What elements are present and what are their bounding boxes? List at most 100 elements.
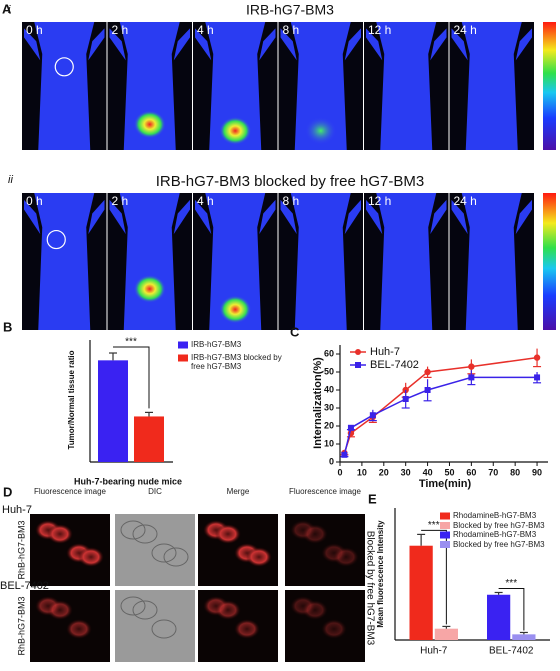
x-axis-label: Huh-7-bearing nude mice xyxy=(74,476,182,486)
cell xyxy=(132,524,158,544)
cell xyxy=(234,619,260,639)
y-axis-label: Internalization(%) xyxy=(312,357,324,449)
x-tick-label: Huh-7 xyxy=(420,646,448,657)
column-header: Merge xyxy=(227,487,250,496)
time-label: 12 h xyxy=(368,23,391,37)
cell xyxy=(66,619,92,639)
mouse-body xyxy=(376,22,437,150)
panel-label: E xyxy=(368,491,377,506)
y-tick-label: 10 xyxy=(324,438,334,448)
mouse-body xyxy=(461,22,522,150)
x-tick-label: 10 xyxy=(357,467,367,477)
row-title: IRB-hG7-BM3 blocked by free hG7-BM3 xyxy=(156,173,424,190)
significance: *** xyxy=(428,520,440,531)
side-label: Blocked by free hG7-BM3 xyxy=(364,531,375,646)
x-tick-label: 50 xyxy=(444,467,454,477)
mouse-body xyxy=(205,22,266,150)
time-label: 12 h xyxy=(368,194,391,208)
legend-text: IRB-hG7-BM3 xyxy=(191,340,242,349)
point xyxy=(369,412,376,419)
cell xyxy=(215,600,241,620)
time-label: 24 h xyxy=(454,194,477,208)
cell xyxy=(151,543,177,563)
x-tick-label: 70 xyxy=(488,467,498,477)
column-header: Fluorescence image xyxy=(34,487,106,496)
legend-swatch xyxy=(440,541,450,548)
legend-entry: RhodamineB-hG7-BM3 xyxy=(453,530,537,539)
cell xyxy=(132,600,158,620)
cell xyxy=(120,520,146,540)
row-label: BEL-7402 xyxy=(0,580,49,592)
legend-entry: IRB-hG7-BM3 blocked by free hG7-BM3 xyxy=(191,353,282,371)
row-probe: RhB-hG7-BM3 xyxy=(16,520,26,579)
time-label: 24 h xyxy=(454,23,477,37)
cell xyxy=(47,524,73,544)
mouse-body xyxy=(461,193,522,330)
bar xyxy=(134,416,164,462)
legend-text: Huh-7 xyxy=(370,346,400,358)
legend-marker xyxy=(355,362,361,368)
point xyxy=(468,363,475,370)
significance-bracket xyxy=(421,529,447,625)
point xyxy=(424,387,431,393)
time-label: 8 h xyxy=(283,23,300,37)
legend-entry: Blocked by free hG7-BM3 xyxy=(453,539,545,549)
bar xyxy=(434,628,458,640)
mouse-body xyxy=(34,193,95,330)
column-header: DIC xyxy=(148,487,162,496)
signal xyxy=(133,110,166,139)
cell xyxy=(246,547,272,567)
time-label: 2 h xyxy=(112,23,129,37)
cell xyxy=(120,596,146,616)
x-tick-label: 20 xyxy=(379,467,389,477)
y-tick-label: 0 xyxy=(329,456,334,466)
signal xyxy=(304,116,337,145)
cell xyxy=(215,524,241,544)
y-tick-label: 40 xyxy=(324,384,334,394)
x-tick-label: BEL-7402 xyxy=(489,646,534,657)
panel-label: B xyxy=(3,319,12,334)
mouse-body xyxy=(290,22,351,150)
legend-swatch xyxy=(440,512,450,520)
cell xyxy=(302,600,328,620)
significance: *** xyxy=(125,337,137,348)
legend-entry: IRB-hG7-BM3 xyxy=(191,340,242,349)
y-axis-label: Mean fluorescence Intensity xyxy=(376,520,385,628)
cell xyxy=(47,600,73,620)
signal xyxy=(219,295,252,324)
legend-text: RhodamineB-hG7-BM3 xyxy=(453,511,537,520)
legend-text: BEL-7402 xyxy=(370,359,419,371)
cell xyxy=(78,547,104,567)
mouse-body xyxy=(376,193,437,330)
time-label: 4 h xyxy=(197,194,214,208)
cell xyxy=(333,547,359,567)
significance-bracket xyxy=(498,587,525,631)
column-header: Fluorescence image xyxy=(289,487,361,496)
micrograph xyxy=(115,514,195,586)
point xyxy=(424,368,431,376)
legend-swatch xyxy=(440,531,450,539)
legend-marker xyxy=(355,349,361,355)
legend-text: RhodamineB-hG7-BM3 xyxy=(453,530,537,539)
y-tick-label: 30 xyxy=(324,402,334,412)
legend-text: Blocked by free hG7-BM3 xyxy=(453,539,545,549)
signal xyxy=(133,274,166,303)
colorbar xyxy=(543,22,556,150)
row-title: IRB-hG7-BM3 xyxy=(246,2,334,18)
time-label: 0 h xyxy=(26,23,43,37)
row-label: i xyxy=(8,4,11,16)
x-axis-label: Time(min) xyxy=(419,478,472,490)
legend-swatch xyxy=(440,522,450,529)
y-tick-label: 60 xyxy=(324,348,334,358)
time-label: 8 h xyxy=(283,194,300,208)
bar xyxy=(487,594,511,640)
x-tick-label: 0 xyxy=(337,467,342,477)
series-line xyxy=(343,356,538,454)
significance: *** xyxy=(505,578,517,589)
micrograph xyxy=(115,590,195,662)
legend-swatch xyxy=(178,341,188,349)
significance-bracket xyxy=(113,346,150,409)
panel-label: A xyxy=(2,1,12,16)
mouse-body xyxy=(290,193,351,330)
